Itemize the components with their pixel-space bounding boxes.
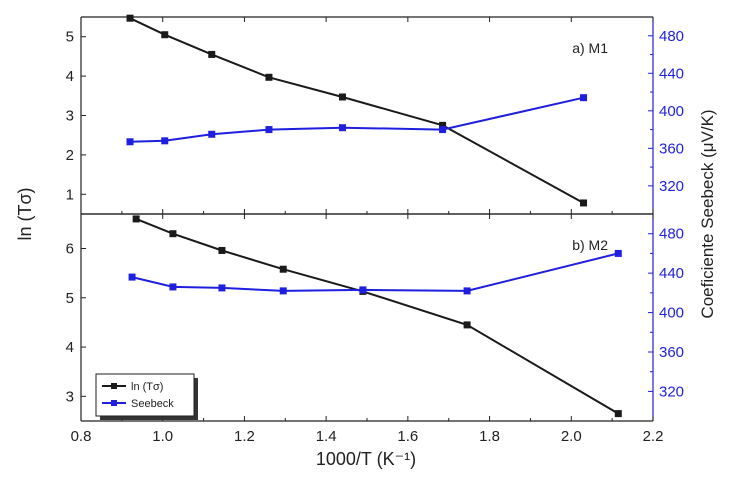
seebeck-data-point	[161, 137, 169, 145]
seebeck-data-point	[218, 284, 226, 292]
ln-data-point	[338, 93, 346, 101]
ln-data-point	[126, 14, 134, 22]
ln-series-line	[135, 217, 619, 415]
seebeck-data-point	[128, 273, 136, 281]
ln-data-point	[169, 230, 177, 238]
ln-data-point	[463, 321, 471, 329]
y-left-tick-label: 3	[66, 388, 74, 405]
seebeck-data-point	[338, 124, 346, 132]
ln-data-point	[265, 73, 273, 81]
legend-marker-seebeck	[111, 400, 117, 406]
legend-label-seebeck: Seebeck	[131, 398, 174, 410]
seebeck-data-point	[265, 126, 273, 134]
ln-data-point	[279, 265, 287, 273]
y-right-tick-label: 320	[659, 383, 684, 400]
y-axis-label-right: Coeficiente Seebeck (μV/K)	[698, 109, 717, 318]
y-right-tick-label: 480	[659, 226, 684, 243]
ln-data-point	[218, 246, 226, 254]
panel-b-label: b) M2	[572, 237, 608, 253]
seebeck-data-point	[463, 287, 471, 295]
y-left-tick-label: 3	[66, 108, 74, 125]
seebeck-series-line	[129, 96, 584, 143]
ln-data-point	[161, 31, 169, 39]
panel-a: 1 2 3 4 5 320 360 400 440 480 a) M1	[66, 14, 684, 215]
seebeck-data-point	[126, 138, 134, 146]
y-axis-label-left: ln (Tσ)	[15, 187, 35, 240]
seebeck-data-point	[359, 286, 367, 294]
y-left-tick-label: 6	[66, 241, 74, 258]
y-right-tick-label: 400	[659, 305, 684, 322]
ln-series-line	[129, 17, 584, 204]
legend: ln (Tσ) Seebeck	[95, 373, 198, 420]
y-right-tick-label: 320	[659, 178, 684, 195]
y-left-tick-label: 4	[66, 339, 74, 356]
legend-marker-ln	[111, 383, 117, 389]
y-right-tick-label: 480	[659, 28, 684, 45]
x-tick-label: 0.8	[71, 428, 92, 445]
x-tick-label: 1.6	[397, 428, 418, 445]
y-left-tick-label: 4	[66, 68, 74, 85]
seebeck-series-line	[131, 252, 619, 292]
y-left-tick-label: 2	[66, 147, 74, 164]
ln-data-point	[132, 215, 140, 223]
x-axis-label: 1000/T (K⁻¹)	[316, 449, 416, 469]
seebeck-data-point	[279, 287, 287, 295]
x-tick-label: 2.2	[643, 428, 664, 445]
y-left-tick-label: 5	[66, 29, 74, 46]
ln-data-point	[580, 199, 588, 207]
x-tick-label: 2.0	[561, 428, 582, 445]
legend-box	[95, 373, 195, 417]
seebeck-data-point	[169, 283, 177, 291]
x-tick-label: 1.0	[152, 428, 173, 445]
y-left-tick-label: 1	[66, 186, 74, 203]
seebeck-data-point	[614, 249, 622, 257]
x-tick-label: 1.2	[234, 428, 255, 445]
seebeck-data-point	[439, 126, 447, 134]
y-right-tick-label: 440	[659, 265, 684, 282]
panel-b: 0.8 1.0 1.2 1.4 1.6 1.8 2.0 2.2 3 4 5 6 320 360 400 440…	[66, 213, 684, 445]
x-tick-label: 1.4	[316, 428, 337, 445]
y-right-tick-label: 440	[659, 65, 684, 82]
ln-data-point	[614, 410, 622, 418]
legend-label-ln: ln (Tσ)	[131, 381, 163, 393]
seebeck-data-point	[208, 130, 216, 138]
panel-a-label: a) M1	[572, 40, 608, 56]
x-tick-label: 1.8	[479, 428, 500, 445]
ln-data-point	[208, 50, 216, 58]
seebeck-data-point	[580, 94, 588, 102]
y-right-tick-label: 360	[659, 140, 684, 157]
y-left-tick-label: 5	[66, 290, 74, 307]
y-right-tick-label: 400	[659, 103, 684, 120]
y-right-tick-label: 360	[659, 344, 684, 361]
ln-data-point	[439, 121, 447, 129]
